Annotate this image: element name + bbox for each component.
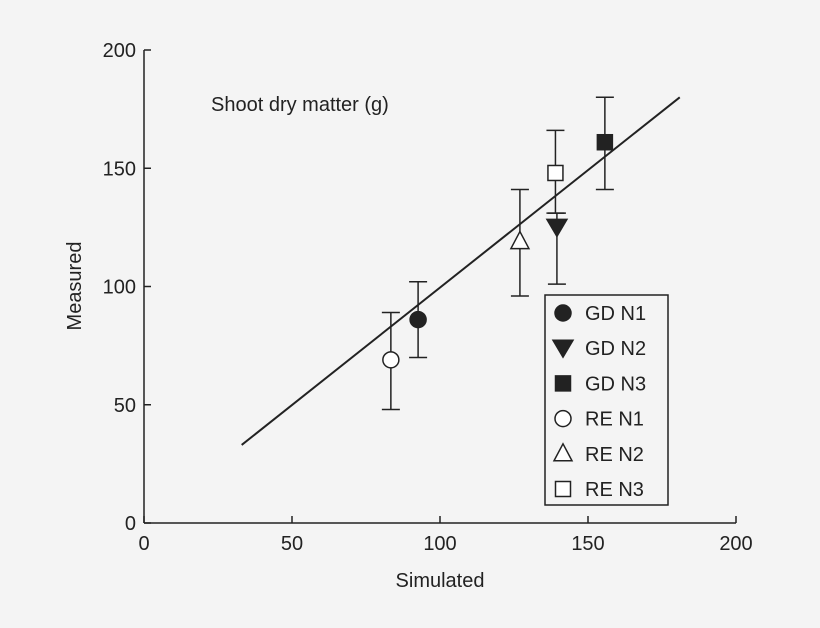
marker (409, 310, 427, 329)
legend-label: RE N3 (585, 479, 644, 501)
y-tick-label: 150 (103, 158, 136, 180)
point-re-n2 (509, 188, 531, 297)
marker (596, 133, 614, 151)
data-points (381, 96, 614, 411)
legend-marker (551, 339, 575, 359)
marker (547, 164, 564, 182)
point-re-n3 (546, 129, 565, 214)
point-gd-n1 (409, 281, 428, 359)
legend-marker (554, 375, 572, 392)
marker (545, 218, 569, 238)
point-gd-n3 (595, 96, 614, 191)
marker (382, 351, 400, 369)
x-tick-label: 0 (138, 533, 149, 555)
y-tick-label: 0 (125, 513, 136, 535)
x-tick-label: 200 (719, 533, 752, 555)
legend: GD N1 GD N2 GD N3 RE N1 RE N2 RE N3 (544, 294, 669, 506)
y-tick-label: 50 (114, 395, 136, 417)
x-axis-label: Simulated (396, 570, 485, 592)
legend-marker (554, 409, 572, 428)
y-tick-label: 100 (103, 277, 136, 299)
legend-box (544, 294, 669, 506)
x-tick-label: 100 (423, 533, 456, 555)
legend-marker (554, 304, 572, 322)
y-axis-label: Measured (64, 242, 86, 331)
legend-label: GD N2 (585, 338, 646, 360)
point-gd-n2 (545, 212, 569, 285)
marker (509, 229, 531, 250)
legend-label: RE N2 (585, 444, 644, 466)
x-tick-label: 150 (571, 533, 604, 555)
legend-label: GD N1 (585, 303, 646, 325)
axes: 0 50 100 150 200 0 50 100 150 200 (103, 40, 753, 555)
y-tick-label: 200 (103, 40, 136, 62)
fit-line (241, 96, 681, 446)
point-re-n1 (381, 311, 400, 411)
x-tick-label: 50 (281, 533, 303, 555)
chart-annotation: Shoot dry matter (g) (211, 94, 389, 116)
legend-marker (554, 480, 572, 498)
legend-label: GD N3 (585, 373, 646, 395)
legend-marker (552, 442, 574, 462)
fit-line-group (241, 96, 681, 446)
legend-label: RE N1 (585, 409, 644, 431)
